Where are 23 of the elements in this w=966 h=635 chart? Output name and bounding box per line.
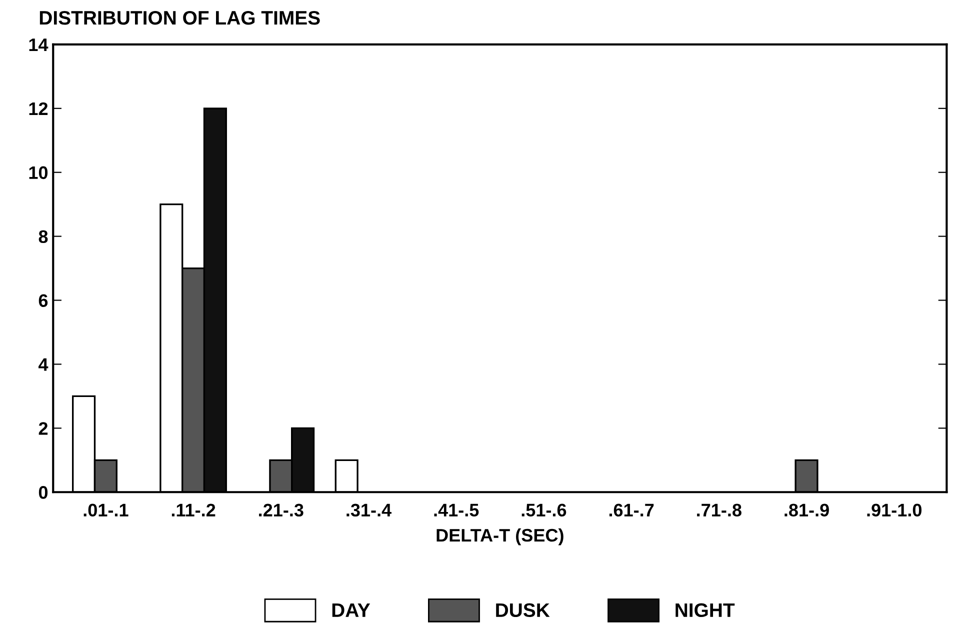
x-tick-label: .71-.8: [697, 504, 742, 516]
x-tick-label: .61-.7: [609, 504, 654, 516]
y-tick-label: 4: [38, 358, 48, 371]
y-tick-label: 14: [29, 38, 48, 51]
y-tick-label: 6: [38, 294, 48, 307]
y-tick-label: 8: [38, 230, 48, 244]
x-tick-label: .41-.5: [434, 504, 479, 516]
x-tick-label: .01-.1: [84, 504, 128, 516]
y-tick-label: 12: [29, 102, 48, 115]
x-axis-title: DELTA-T (SEC): [436, 528, 564, 546]
y-tick-label: 2: [38, 422, 48, 435]
x-tick-label: .81-.9: [784, 504, 829, 516]
x-tick-label: .21-.3: [259, 504, 304, 517]
y-tick-label: 10: [29, 166, 48, 180]
x-tick-label: .51-.6: [522, 504, 566, 516]
legend-label: DAY: [332, 603, 370, 617]
x-tick-label: .31-.4: [346, 504, 392, 517]
chart-title: DISTRIBUTION OF LAG TIMES: [40, 10, 320, 25]
legend-label: NIGHT: [676, 603, 735, 618]
legend-label: DUSK: [496, 603, 550, 618]
y-tick-label: 0: [38, 486, 48, 499]
x-tick-label: .91-1.0: [867, 504, 922, 516]
x-tick-label: .11-.2: [172, 504, 216, 516]
